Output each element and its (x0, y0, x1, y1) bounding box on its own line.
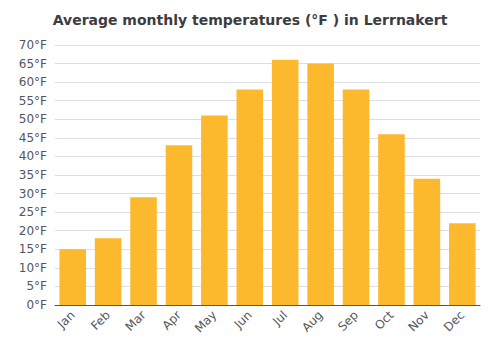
svg-text:Apr: Apr (159, 308, 184, 333)
svg-text:10°F: 10°F (19, 261, 47, 275)
svg-text:70°F: 70°F (19, 38, 47, 52)
svg-text:60°F: 60°F (19, 75, 47, 89)
svg-text:20°F: 20°F (19, 224, 47, 238)
svg-text:Mar: Mar (123, 308, 149, 334)
svg-text:Dec: Dec (441, 308, 467, 334)
svg-text:Oct: Oct (372, 308, 397, 333)
svg-text:35°F: 35°F (19, 168, 47, 182)
svg-text:25°F: 25°F (19, 205, 47, 219)
svg-text:Aug: Aug (299, 308, 325, 334)
svg-text:65°F: 65°F (19, 57, 47, 71)
svg-text:55°F: 55°F (19, 94, 47, 108)
svg-text:May: May (192, 308, 219, 335)
svg-text:Jun: Jun (231, 308, 255, 332)
svg-text:45°F: 45°F (19, 131, 47, 145)
svg-text:Average monthly temperatures (: Average monthly temperatures (°F ) in Le… (53, 12, 448, 28)
svg-text:0°F: 0°F (26, 298, 47, 312)
svg-text:Nov: Nov (405, 308, 431, 334)
svg-text:Jul: Jul (269, 308, 290, 329)
svg-text:30°F: 30°F (19, 187, 47, 201)
svg-text:50°F: 50°F (19, 112, 47, 126)
svg-text:Sep: Sep (335, 308, 361, 334)
svg-text:5°F: 5°F (26, 279, 47, 293)
svg-text:40°F: 40°F (19, 149, 47, 163)
svg-text:Jan: Jan (54, 308, 78, 332)
svg-text:Feb: Feb (88, 308, 113, 333)
svg-text:15°F: 15°F (19, 242, 47, 256)
